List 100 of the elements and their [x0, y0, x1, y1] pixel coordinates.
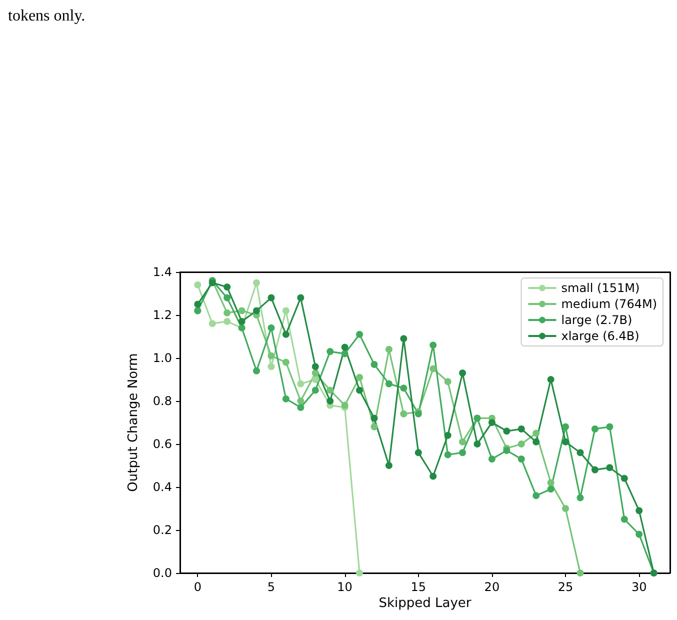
point	[282, 395, 290, 402]
point	[224, 309, 231, 316]
point	[385, 462, 392, 469]
point	[312, 376, 319, 383]
point	[576, 570, 584, 576]
point	[459, 438, 466, 446]
point	[194, 300, 202, 308]
point	[636, 507, 643, 514]
point	[606, 464, 614, 472]
point	[297, 380, 304, 388]
point	[547, 479, 554, 486]
point	[444, 451, 452, 458]
legend-label: large (2.7B)	[561, 313, 632, 327]
point	[238, 307, 246, 314]
point	[547, 376, 554, 383]
legend-label: xlarge (6.4B)	[561, 329, 640, 343]
x-axis-title: Skipped Layer	[378, 596, 472, 611]
point	[532, 492, 540, 500]
point	[385, 380, 392, 388]
x-tick-label: 20	[484, 580, 500, 594]
x-tick-label: 10	[337, 580, 352, 594]
point	[326, 398, 334, 404]
y-tick-label: 0.8	[152, 394, 172, 408]
point	[606, 423, 614, 430]
point	[370, 414, 378, 422]
point	[224, 294, 231, 302]
point	[341, 350, 348, 358]
point	[562, 505, 570, 512]
point	[253, 307, 260, 314]
y-tick-label: 1.0	[152, 351, 172, 365]
x-tick-label: 5	[267, 580, 276, 594]
point	[576, 494, 584, 502]
point	[356, 570, 364, 576]
y-tick-label: 1.2	[152, 308, 172, 322]
point	[312, 386, 319, 394]
point	[636, 530, 643, 538]
point	[400, 335, 408, 342]
point	[562, 438, 570, 446]
point	[532, 438, 540, 446]
y-tick-label: 0.2	[152, 523, 172, 537]
y-axis-title: Output Change Norm	[126, 353, 141, 492]
point	[503, 428, 510, 435]
point	[591, 425, 598, 432]
point	[282, 307, 290, 314]
point	[282, 358, 290, 366]
point	[430, 342, 437, 349]
point	[312, 370, 319, 377]
legend-label: small (151M)	[561, 281, 640, 295]
point	[224, 318, 231, 325]
point	[282, 330, 290, 338]
point	[194, 281, 202, 288]
point	[297, 404, 304, 411]
point	[518, 456, 525, 463]
point	[562, 423, 570, 430]
point	[518, 440, 525, 448]
point	[356, 330, 364, 338]
point	[400, 410, 408, 418]
point	[430, 472, 437, 480]
point	[297, 294, 304, 302]
point	[326, 386, 334, 394]
point	[444, 432, 452, 439]
point	[532, 430, 540, 437]
point	[474, 440, 481, 448]
point	[385, 346, 392, 353]
point	[268, 294, 275, 302]
point	[444, 378, 452, 386]
point	[224, 284, 231, 291]
point	[356, 374, 364, 381]
point	[268, 352, 275, 360]
point	[297, 398, 304, 404]
point	[208, 320, 216, 328]
point	[253, 279, 260, 286]
y-tick-label: 0.4	[152, 480, 172, 494]
point	[414, 449, 422, 456]
point	[488, 456, 496, 463]
point	[459, 370, 466, 377]
point	[459, 449, 466, 456]
point	[370, 423, 378, 430]
y-tick-label: 1.4	[152, 265, 172, 279]
point	[620, 474, 628, 482]
point	[620, 516, 628, 523]
point	[370, 360, 378, 368]
text: tokens only.	[8, 8, 86, 24]
point	[356, 386, 364, 394]
point	[341, 344, 348, 351]
x-tick-label: 30	[631, 580, 647, 594]
legend-label: medium (764M)	[561, 297, 658, 311]
point	[430, 365, 437, 372]
y-tick-label: 0.6	[152, 437, 172, 451]
y-tick-label: 0.0	[152, 566, 172, 580]
point	[547, 486, 554, 493]
point	[326, 348, 334, 356]
point	[268, 324, 275, 332]
point	[591, 466, 598, 474]
x-tick-label: 25	[558, 580, 574, 594]
point	[238, 318, 246, 325]
point	[576, 449, 584, 456]
point	[312, 363, 319, 370]
x-tick-label: 15	[410, 580, 426, 594]
point	[400, 384, 408, 392]
